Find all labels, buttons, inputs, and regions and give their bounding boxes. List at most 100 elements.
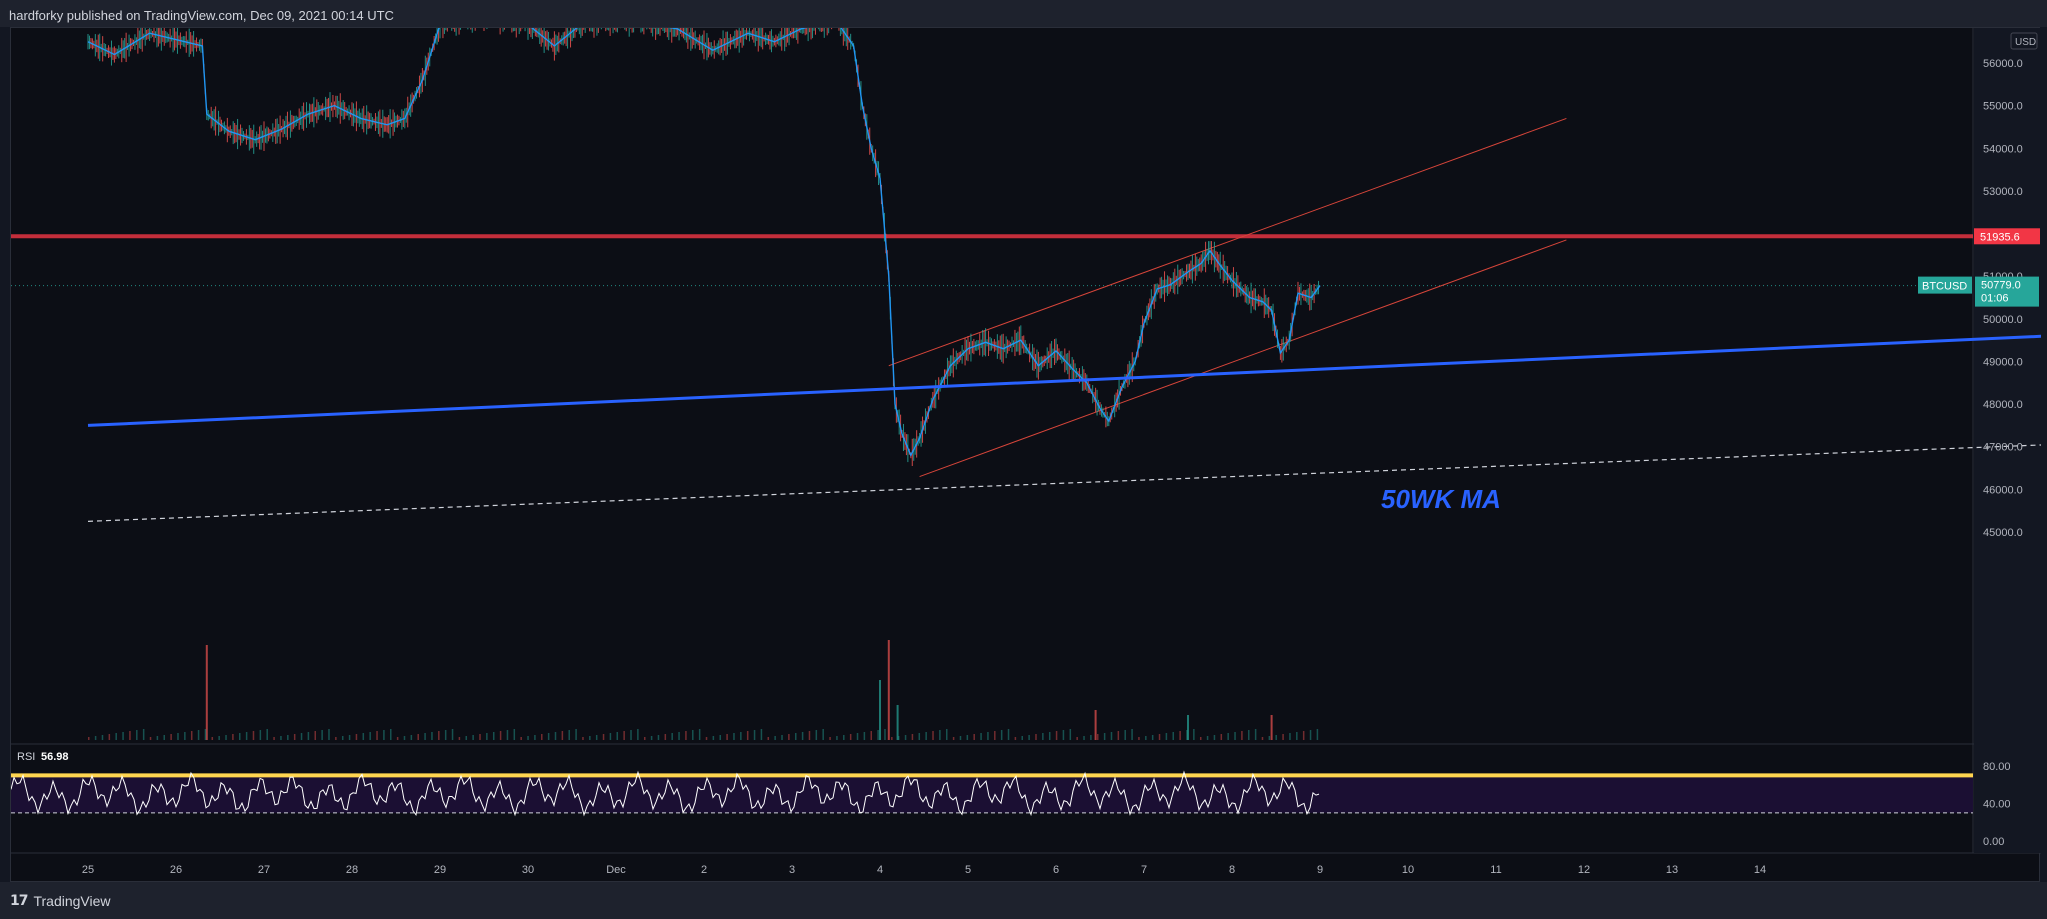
volume-bar (671, 733, 673, 740)
support-dashed-line (87, 444, 2041, 522)
time-tick-label: 12 (1578, 864, 1590, 876)
time-tick-label: 6 (1053, 864, 1059, 876)
price-tick-label: 48000.0 (1983, 399, 2023, 411)
volume-bar (149, 737, 152, 740)
volume-bar (499, 731, 502, 740)
tradingview-logo-text: TradingView (33, 893, 111, 909)
volume-bar (1186, 730, 1188, 740)
volume-bar (1055, 731, 1058, 740)
volume-bar (266, 729, 268, 740)
volume-bar (897, 736, 900, 740)
time-tick-label: 10 (1402, 864, 1414, 876)
time-tick-label: 28 (346, 864, 358, 876)
volume-bar (836, 736, 838, 740)
volume-bar (650, 736, 653, 740)
volume-bar (335, 737, 337, 740)
volume-bar (1076, 737, 1078, 740)
price-tick-label: 56000.0 (1983, 58, 2023, 70)
volume-bar (1172, 732, 1175, 740)
last-price-countdown: 01:06 (1981, 293, 2009, 305)
chart-panel[interactable]: 50WK MA56000.055000.054000.053000.051000… (10, 27, 2041, 883)
volume-bar (527, 736, 529, 740)
volume-bar (1158, 734, 1161, 740)
volume-bar (1165, 733, 1168, 740)
volume-bar (575, 729, 577, 740)
resistance-price-label: 51935.6 (1980, 231, 2020, 243)
volume-bar (1097, 734, 1099, 740)
volume-bar (1103, 733, 1106, 740)
time-tick-label: 30 (522, 864, 534, 876)
volume-bar (740, 732, 742, 740)
volume-bar (1187, 715, 1189, 740)
rsi-line (11, 770, 1320, 817)
volume-bar (541, 734, 543, 740)
volume-bar (170, 734, 172, 740)
volume-bar (424, 733, 426, 740)
volume-bar (896, 705, 899, 740)
volume-bar (760, 729, 763, 740)
channel-upper-line (888, 117, 1567, 367)
volume-bar (801, 732, 804, 740)
volume-bar (1007, 729, 1010, 740)
time-tick-label: 26 (170, 864, 182, 876)
rsi-tick-label: 0.00 (1983, 836, 2004, 848)
volume-bar (177, 733, 179, 740)
volume-bar (1227, 733, 1229, 740)
time-tick-label: 2 (701, 864, 707, 876)
time-tick-label: 5 (965, 864, 971, 876)
volume-bar (863, 732, 866, 740)
volume-bar (939, 730, 941, 740)
volume-bar (794, 733, 797, 740)
time-tick-label: 7 (1141, 864, 1147, 876)
volume-bar (156, 736, 159, 740)
volume-bar (410, 735, 413, 740)
legend-symbol (29, 64, 32, 78)
volume-bar (1000, 730, 1003, 740)
price-chart[interactable]: 50WK MA56000.055000.054000.053000.051000… (11, 28, 2041, 883)
volume-bar (781, 735, 783, 740)
volume-bar (218, 736, 220, 740)
volume-bar (314, 731, 317, 740)
volume-bar (849, 734, 852, 740)
volume-bar (822, 729, 824, 740)
rsi-band (11, 775, 1973, 813)
volume-bar (987, 732, 989, 740)
volume-bar (1124, 730, 1126, 740)
volume-bar (1213, 735, 1216, 740)
volume-bar (643, 737, 646, 740)
volume-bar (692, 730, 694, 740)
price-tick-label: 54000.0 (1983, 143, 2023, 155)
volume-bar (506, 730, 509, 740)
time-tick-label: 29 (434, 864, 446, 876)
currency-box (2010, 32, 2038, 50)
resistance-price-tag (1974, 228, 2040, 245)
price-tick-label: 46000.0 (1983, 484, 2023, 496)
volume-bar (1199, 737, 1202, 740)
currency-label: USD (2015, 37, 2036, 48)
tradingview-logo[interactable]: 17 TradingView (10, 892, 111, 910)
volume-bar (1193, 729, 1195, 740)
volume-bar (1179, 731, 1181, 740)
volume-bar (534, 735, 536, 740)
volume-bar (685, 731, 687, 740)
volume-bar (815, 730, 818, 740)
volume-bar (197, 730, 200, 740)
volume-bar (1035, 734, 1037, 740)
volume-bar (232, 734, 234, 740)
volume-bar (630, 730, 632, 740)
volume-bar (1254, 729, 1257, 740)
volume-bar (602, 734, 605, 740)
volume-bar (1234, 732, 1236, 740)
volume-bar (705, 737, 708, 740)
volume-bar (879, 680, 881, 740)
volume-bar (458, 737, 461, 740)
volume-bar (376, 731, 378, 740)
volume-bar (1248, 730, 1250, 740)
volume-bar (1220, 734, 1223, 740)
volume-bar (184, 732, 186, 740)
volume-bar (390, 729, 392, 740)
volume-bar (959, 736, 962, 740)
volume-bar (904, 735, 907, 740)
volume-bar (884, 729, 886, 740)
price-tick-label: 50000.0 (1983, 314, 2023, 326)
